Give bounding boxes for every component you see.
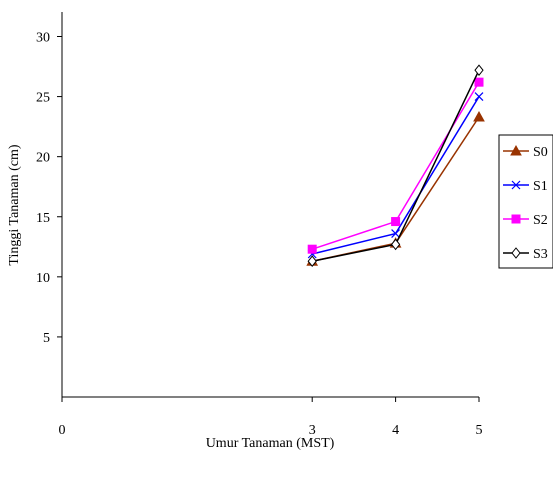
series-s3 <box>307 64 484 268</box>
data-point <box>474 92 484 102</box>
marker-stroke <box>511 180 521 190</box>
y-tick-label: 10 <box>36 271 50 286</box>
y-axis-title: Tinggi Tanaman (cm) <box>7 144 22 265</box>
x-tick-label: 0 <box>59 423 66 438</box>
legend-label: S1 <box>533 179 548 194</box>
y-ticks: 5 10 15 20 25 30 <box>36 31 62 346</box>
legend-item-s0: S0 <box>503 144 548 160</box>
series-layer <box>306 64 485 268</box>
data-point <box>474 77 484 87</box>
series-s2 <box>307 77 484 254</box>
legend-marker <box>510 144 522 156</box>
y-tick-label: 15 <box>36 211 50 226</box>
x-tick-label: 5 <box>476 423 483 438</box>
x-tick-label: 3 <box>309 423 316 438</box>
data-point <box>307 244 317 254</box>
legend-marker <box>511 214 521 224</box>
legend-label: S2 <box>533 213 548 228</box>
legend-label: S3 <box>533 247 548 262</box>
marker-stroke <box>474 92 484 102</box>
axes <box>61 12 479 398</box>
x-ticks: 0 3 4 5 <box>59 397 483 438</box>
data-point <box>391 229 401 238</box>
y-tick-label: 5 <box>43 331 50 346</box>
legend-box <box>498 134 553 269</box>
legend-item-s3: S3 <box>503 247 548 262</box>
legend: S0 S1 S2 S3 <box>498 134 553 269</box>
x-axis-title: Umur Tanaman (MST) <box>206 436 335 451</box>
y-tick-label: 20 <box>36 151 50 166</box>
data-point <box>474 64 484 76</box>
x-tick-label: 4 <box>392 423 399 438</box>
legend-label: S0 <box>533 145 548 160</box>
marker-stroke <box>391 229 401 238</box>
data-point <box>307 255 317 268</box>
legend-marker <box>511 180 521 190</box>
legend-marker <box>511 247 521 259</box>
data-point <box>391 217 401 227</box>
legend-item-s2: S2 <box>503 213 548 228</box>
data-point <box>390 238 401 251</box>
series-s1 <box>307 92 484 259</box>
data-point <box>473 110 485 122</box>
series-line <box>312 96 480 255</box>
legend-item-s1: S1 <box>503 179 548 194</box>
y-tick-label: 25 <box>36 91 50 106</box>
y-tick-label: 30 <box>36 31 50 46</box>
